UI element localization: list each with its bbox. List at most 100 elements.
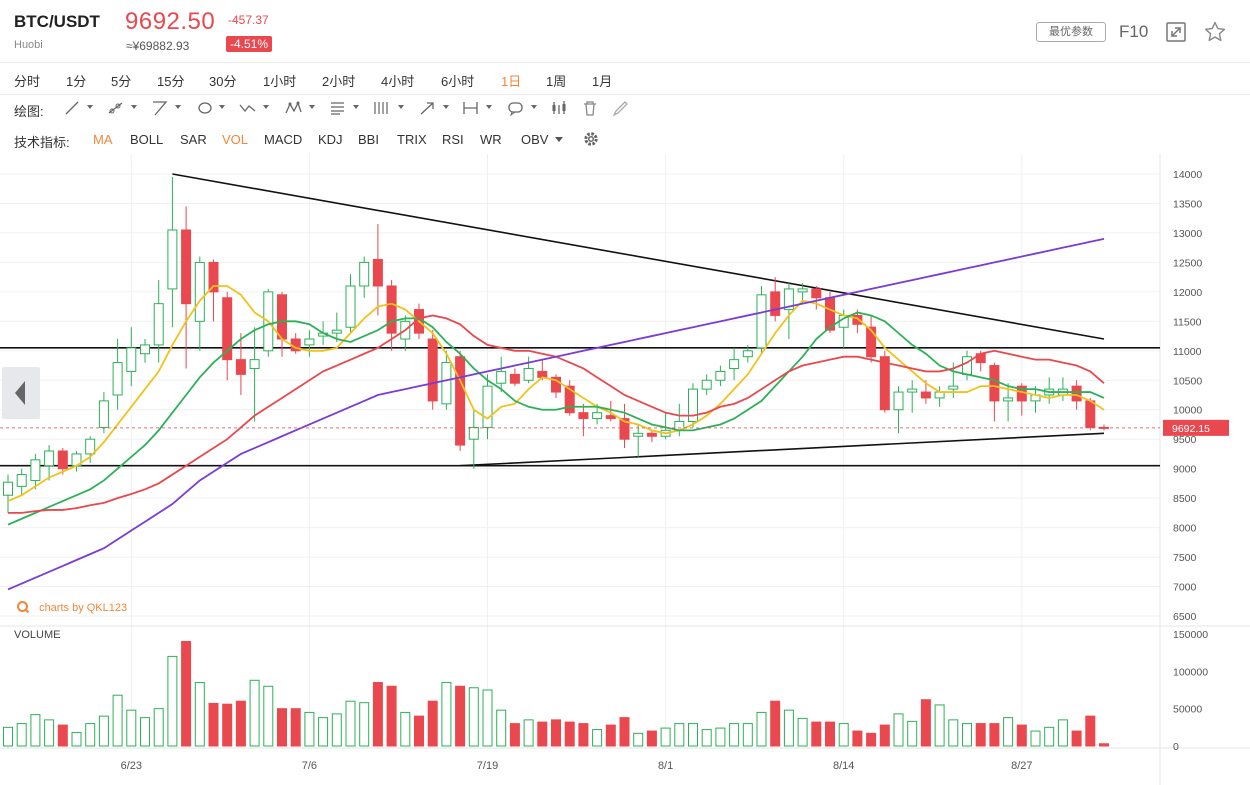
trendline[interactable] bbox=[172, 173, 1105, 340]
volume-bar[interactable] bbox=[688, 723, 698, 747]
period-tab[interactable]: 分时 bbox=[14, 74, 41, 89]
shape-tool-icon[interactable] bbox=[196, 99, 232, 117]
indicator-vol[interactable]: VOL bbox=[222, 132, 249, 147]
indicator-bbi[interactable]: BBI bbox=[358, 132, 379, 147]
volume-bar[interactable] bbox=[468, 687, 479, 747]
volume-bar[interactable] bbox=[660, 727, 671, 747]
volume-bar[interactable] bbox=[619, 717, 630, 747]
volume-bar[interactable] bbox=[153, 708, 164, 747]
candle-body[interactable] bbox=[646, 432, 657, 437]
candle-body[interactable] bbox=[893, 391, 904, 411]
volume-bar[interactable] bbox=[701, 729, 712, 747]
candle-body[interactable] bbox=[345, 285, 356, 328]
candle-body[interactable] bbox=[126, 347, 137, 372]
indicator-kdj[interactable]: KDJ bbox=[318, 132, 343, 147]
candle-body[interactable] bbox=[85, 438, 96, 455]
volume-bar[interactable] bbox=[879, 724, 890, 747]
volume-bar[interactable] bbox=[140, 717, 150, 747]
volume-bar[interactable] bbox=[16, 723, 27, 747]
volume-bar[interactable] bbox=[729, 723, 740, 747]
volume-bar[interactable] bbox=[948, 719, 959, 747]
volume-bar[interactable] bbox=[372, 682, 383, 747]
indicator-rsi[interactable]: RSI bbox=[442, 132, 464, 147]
volume-bar[interactable] bbox=[318, 717, 329, 747]
volume-bar[interactable] bbox=[1057, 719, 1068, 747]
indicator-wr[interactable]: WR bbox=[480, 132, 502, 147]
optimal-params-button[interactable]: 最优参数 bbox=[1036, 22, 1106, 42]
volume-bar[interactable] bbox=[551, 719, 561, 747]
arrow-tool-icon[interactable] bbox=[418, 99, 454, 117]
candle-body[interactable] bbox=[509, 373, 520, 384]
volume-bar[interactable] bbox=[44, 719, 55, 747]
candle-body[interactable] bbox=[989, 365, 1000, 402]
indicator-macd[interactable]: MACD bbox=[264, 132, 303, 147]
indicator-boll[interactable]: BOLL bbox=[130, 132, 164, 147]
pattern-tool-icon[interactable] bbox=[284, 99, 320, 117]
volume-bar[interactable] bbox=[1016, 724, 1027, 747]
volume-bar[interactable] bbox=[592, 729, 603, 747]
candle-body[interactable] bbox=[372, 258, 383, 287]
volume-bar[interactable] bbox=[783, 709, 794, 747]
indicator-trix[interactable]: TRIX bbox=[397, 132, 427, 147]
volume-bar[interactable] bbox=[962, 723, 972, 747]
trendline[interactable] bbox=[460, 432, 1105, 467]
period-tab[interactable]: 2小时 bbox=[322, 74, 356, 89]
volume-bar[interactable] bbox=[167, 655, 178, 747]
volume-bar[interactable] bbox=[359, 702, 370, 747]
volume-bar[interactable] bbox=[975, 723, 986, 747]
period-tab[interactable]: 6小时 bbox=[441, 74, 475, 89]
zigzag-tool-icon[interactable] bbox=[238, 99, 274, 117]
volume-bar[interactable] bbox=[920, 699, 931, 747]
trash-icon[interactable] bbox=[580, 99, 616, 117]
volume-bar[interactable] bbox=[838, 723, 849, 747]
volume-bar[interactable] bbox=[633, 732, 644, 747]
volume-bar[interactable] bbox=[208, 702, 219, 747]
candle-body[interactable] bbox=[359, 261, 370, 287]
candle-body[interactable] bbox=[907, 388, 918, 393]
volume-bar[interactable] bbox=[112, 694, 123, 747]
line-tool-icon[interactable] bbox=[62, 99, 98, 117]
period-tab[interactable]: 1周 bbox=[546, 74, 567, 89]
candle-body[interactable] bbox=[578, 412, 589, 420]
period-tab[interactable]: 1分 bbox=[66, 74, 87, 89]
volume-bar[interactable] bbox=[578, 723, 589, 747]
brush-icon[interactable] bbox=[610, 99, 646, 117]
candle-body[interactable] bbox=[797, 288, 808, 293]
period-tab[interactable]: 5分 bbox=[111, 74, 132, 89]
candle-body[interactable] bbox=[605, 415, 616, 420]
triangle-tool-icon[interactable] bbox=[150, 99, 186, 117]
range-tool-icon[interactable] bbox=[461, 99, 497, 117]
candle-body[interactable] bbox=[770, 291, 781, 316]
volume-bar[interactable] bbox=[825, 721, 835, 747]
volume-bar[interactable] bbox=[400, 711, 411, 747]
candle-body[interactable] bbox=[756, 294, 767, 349]
period-tab[interactable]: 30分 bbox=[209, 74, 237, 89]
candle-body[interactable] bbox=[852, 314, 863, 325]
candle-body[interactable] bbox=[249, 359, 260, 369]
candle-body[interactable] bbox=[57, 450, 68, 470]
candle-body[interactable] bbox=[551, 376, 561, 393]
volume-bar[interactable] bbox=[934, 704, 945, 747]
volume-bar[interactable] bbox=[646, 730, 657, 747]
period-tab[interactable]: 4小时 bbox=[381, 74, 415, 89]
volume-bar[interactable] bbox=[181, 640, 192, 747]
candle-body[interactable] bbox=[208, 261, 219, 293]
volume-bar[interactable] bbox=[1003, 717, 1014, 747]
volume-bar[interactable] bbox=[441, 682, 452, 747]
volume-bar[interactable] bbox=[1044, 726, 1055, 747]
volume-bar[interactable] bbox=[1085, 715, 1096, 747]
volume-bar[interactable] bbox=[30, 714, 41, 747]
volume-bar[interactable] bbox=[331, 713, 342, 747]
volume-bar[interactable] bbox=[496, 709, 507, 747]
volume-bar[interactable] bbox=[427, 700, 438, 747]
candle-body[interactable] bbox=[468, 426, 479, 440]
candle-body[interactable] bbox=[948, 385, 959, 390]
favorite-star-icon[interactable] bbox=[1203, 20, 1227, 44]
volume-bar[interactable] bbox=[414, 715, 424, 747]
volume-bar[interactable] bbox=[249, 679, 260, 747]
fib-tool-icon[interactable] bbox=[328, 99, 364, 117]
volume-bar[interactable] bbox=[85, 723, 96, 747]
volume-bar[interactable] bbox=[57, 724, 68, 747]
volume-bar[interactable] bbox=[386, 685, 397, 747]
volume-bar[interactable] bbox=[455, 685, 466, 747]
